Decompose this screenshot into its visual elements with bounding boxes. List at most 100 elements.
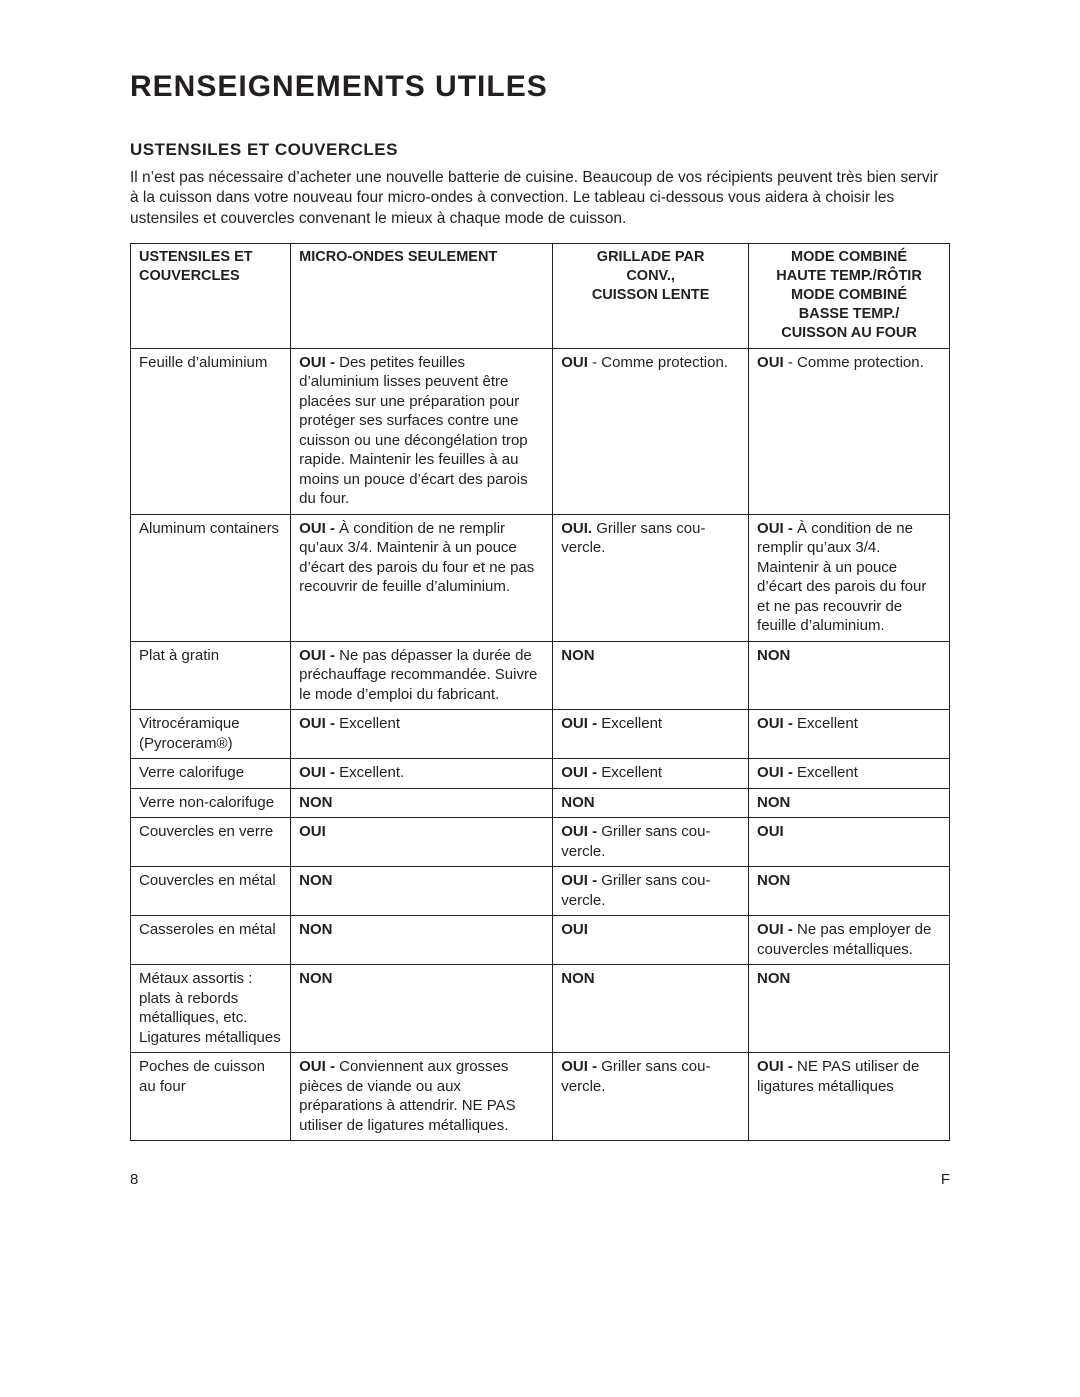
text-run: Aluminum containers [139,520,279,537]
table-cell: Métaux assortis : plats à rebords métall… [131,965,291,1053]
table-cell: NON [749,641,950,710]
table-cell: NON [553,641,749,710]
table-cell: Verre non-calori­fuge [131,788,291,818]
text-run: OUI - [299,520,339,537]
table-cell: OUI - Excellent [749,710,950,759]
table-cell: OUI - Conviennent aux grosses pièces de … [291,1053,553,1141]
table-cell: OUI - Excellent [553,710,749,759]
text-run: Excellent. [339,764,404,781]
text-run: NON [757,970,790,987]
text-run: OUI - [299,354,339,371]
text-run: OUI [299,823,326,840]
text-run: OUI - [299,647,339,664]
text-run: Verre calorifuge [139,764,244,781]
table-cell: NON [291,965,553,1053]
table-cell: OUI - À condition de ne remplir qu’aux 3… [749,514,950,641]
table-cell: OUI - Excellent [749,759,950,789]
table-row: Aluminum containers OUI - À condition de … [131,514,950,641]
text-run: OUI - [757,764,797,781]
text-run: Couvercles en verre [139,823,273,840]
text-run: OUI [561,354,588,371]
table-cell: OUI - Des petites feuilles d’aluminium l… [291,348,553,514]
header-line: MICRO-ONDES SEULEMENT [299,248,544,267]
table-cell: NON [749,965,950,1053]
table-row: Verre non-calori­fugeNONNONNON [131,788,950,818]
table-cell: OUI [749,818,950,867]
text-run: OUI [757,354,784,371]
table-cell: NON [291,916,553,965]
header-line: CONV., [561,267,740,286]
text-run: OUI - [757,1058,797,1075]
table-cell: NON [291,867,553,916]
page-number: 8 [130,1171,138,1188]
table-cell: OUI - Griller sans cou­vercle. [553,818,749,867]
text-run: Excellent [601,715,662,732]
text-run: NON [757,647,790,664]
text-run: NON [757,794,790,811]
table-cell: OUI - Ne pas dépasser la durée de précha… [291,641,553,710]
table-body: Feuille d’aluminium OUI - Des petites feu… [131,348,950,1141]
section-title: USTENSILES ET COUVERCLES [130,140,950,160]
table-row: Vitrocéramique (Pyroceram®) OUI - Excelle… [131,710,950,759]
table-row: Feuille d’aluminium OUI - Des petites feu… [131,348,950,514]
text-run: OUI [561,921,588,938]
table-cell: Couvercles en verre [131,818,291,867]
text-run: Poches de cuisson au four [139,1058,265,1095]
table-cell: OUI - Griller sans cou­vercle. [553,1053,749,1141]
text-run: Casseroles en métal [139,921,276,938]
table-cell: OUI - Griller sans cou­vercle. [553,867,749,916]
utensils-table: USTENSILES ETCOUVERCLES MICRO-ONDES SEUL… [130,243,950,1141]
text-run: Vitrocéramique (Pyroceram®) [139,715,240,752]
text-run: NON [299,970,332,987]
text-run: OUI. [561,520,592,537]
text-run: Excellent [797,715,858,732]
table-cell: Poches de cuisson au four [131,1053,291,1141]
text-run: OUI - [299,764,339,781]
table-row: Plat à gratin OUI - Ne pas dépasser la du… [131,641,950,710]
table-row: Couvercles en verre OUI OUI - Griller sans… [131,818,950,867]
table-row: Casseroles en métalNONOUIOUI - Ne pas em… [131,916,950,965]
header-line: BASSE TEMP./ [757,305,941,324]
text-run: NON [561,970,594,987]
language-marker: F [941,1171,950,1188]
text-run: Plat à gratin [139,647,219,664]
text-run: OUI - [561,764,601,781]
header-col-3: MODE COMBINÉHAUTE TEMP./RÔTIRMODE COMBIN… [749,244,950,348]
header-line: CUISSON LENTE [561,286,740,305]
text-run: Excellent [797,764,858,781]
header-line: CUISSON AU FOUR [757,324,941,343]
text-run: OUI - [561,872,601,889]
text-run: NON [299,872,332,889]
header-line: USTENSILES ET [139,248,282,267]
intro-paragraph: Il n’est pas nécessaire d’acheter une no… [130,168,950,229]
table-cell: Plat à gratin [131,641,291,710]
text-run: Verre non-calori­fuge [139,794,274,811]
text-run: OUI - [757,921,797,938]
table-cell: OUI - Excellent [553,759,749,789]
text-run: Couvercles en métal [139,872,276,889]
text-run: OUI [757,823,784,840]
table-row: Couvercles en métalNONOUI - Griller sans… [131,867,950,916]
header-line: COUVERCLES [139,267,282,286]
text-run: OUI - [561,823,601,840]
header-line: MODE COMBINÉ [757,286,941,305]
table-header: USTENSILES ETCOUVERCLES MICRO-ONDES SEUL… [131,244,950,348]
table-cell: Casseroles en métal [131,916,291,965]
table-cell: OUI. Griller sans cou­vercle. [553,514,749,641]
table-cell: NON [553,965,749,1053]
text-run: OUI - [561,1058,601,1075]
text-run: OUI - [757,715,797,732]
text-run: Métaux assortis : plats à rebords métall… [139,970,281,1046]
text-run: OUI - [299,715,339,732]
header-line: GRILLADE PAR [561,248,740,267]
table-cell: OUI - Comme protec­tion. [553,348,749,514]
table-cell: OUI [553,916,749,965]
text-run: Feuille d’aluminium [139,354,267,371]
text-run: Des petites feuilles d’aluminium lisses … [299,354,528,508]
table-cell: Vitrocéramique (Pyroceram®) [131,710,291,759]
table-cell: OUI - Excellent. [291,759,553,789]
table-row: Métaux assortis : plats à rebords métall… [131,965,950,1053]
text-run: NON [561,647,594,664]
table-cell: NON [749,867,950,916]
table-cell: NON [553,788,749,818]
